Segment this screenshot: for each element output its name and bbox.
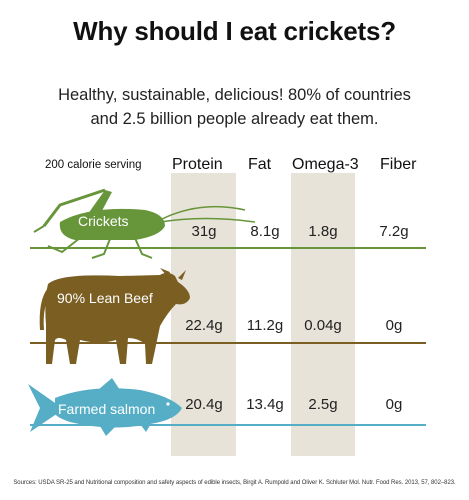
row-label-beef: 90% Lean Beef xyxy=(57,290,153,306)
beef-protein-value: 22.4g xyxy=(185,317,223,334)
cricket-fiber-value: 7.2g xyxy=(379,223,409,240)
cricket-fat-value: 8.1g xyxy=(250,223,280,240)
column-header-fat: Fat xyxy=(248,156,272,173)
cricket-protein-value: 31g xyxy=(191,223,217,240)
cricket-omega3-value: 1.8g xyxy=(308,223,338,240)
omega3-column-band xyxy=(291,173,355,456)
salmon-omega3-value: 2.5g xyxy=(308,396,338,413)
source-footnote: Sources: USDA SR-25 and Nutritional comp… xyxy=(13,480,456,486)
subtitle: Healthy, sustainable, delicious! 80% of … xyxy=(0,83,469,131)
beef-fiber-value: 0g xyxy=(385,317,403,334)
column-header-omega3: Omega-3 xyxy=(292,156,359,173)
subtitle-line-1: Healthy, sustainable, delicious! 80% of … xyxy=(58,86,411,104)
column-header-protein: Protein xyxy=(172,156,223,173)
serving-label: 200 calorie serving xyxy=(45,159,142,171)
beef-fat-value: 11.2g xyxy=(246,317,284,334)
beef-omega3-value: 0.04g xyxy=(304,317,342,334)
row-label-crickets: Crickets xyxy=(78,213,129,229)
row-label-salmon: Farmed salmon xyxy=(58,401,156,417)
row-line-salmon xyxy=(30,424,426,426)
page-title: Why should I eat crickets? xyxy=(73,16,396,46)
salmon-fat-value: 13.4g xyxy=(246,396,284,413)
column-header-fiber: Fiber xyxy=(380,156,417,173)
salmon-fiber-value: 0g xyxy=(385,396,403,413)
row-line-beef xyxy=(30,342,426,344)
row-line-crickets xyxy=(30,247,426,249)
subtitle-line-2: and 2.5 billion people already eat them. xyxy=(90,110,379,128)
salmon-protein-value: 20.4g xyxy=(185,396,223,413)
